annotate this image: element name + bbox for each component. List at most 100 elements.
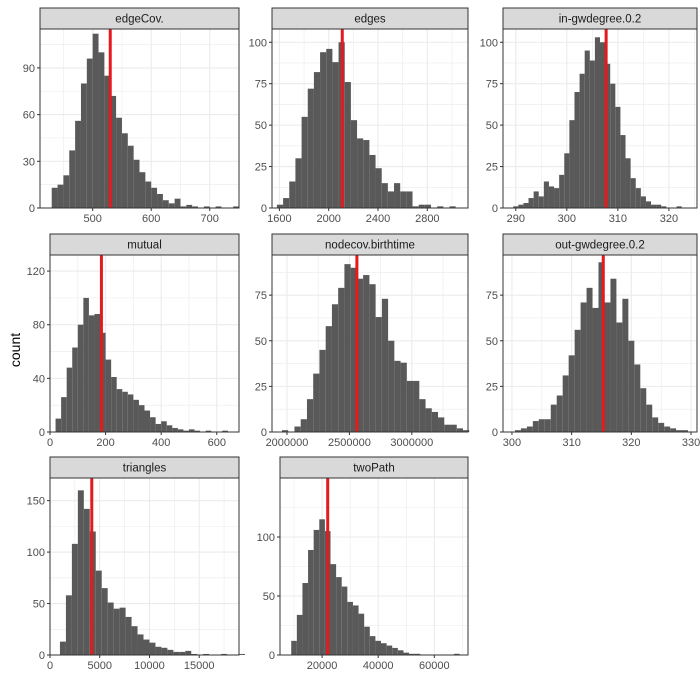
histogram-bar [69, 150, 76, 208]
histogram-bar [574, 329, 581, 432]
histogram-bar [350, 120, 358, 208]
x-tick-label: 310 [562, 437, 580, 449]
histogram-bar [313, 529, 320, 655]
histogram-bar [548, 186, 555, 208]
histogram-bar [520, 428, 527, 432]
panel-border [502, 28, 698, 209]
histogram-bar [651, 204, 657, 208]
histogram-bar [350, 267, 357, 432]
histogram-bar [584, 50, 590, 208]
y-tick-label: 100 [27, 547, 45, 559]
histogram-bar [77, 490, 84, 655]
histogram-bar [526, 426, 533, 432]
histogram-bar [155, 646, 162, 655]
histogram-bar [167, 649, 174, 655]
histogram-bar [215, 206, 222, 208]
histogram-bar [131, 626, 138, 655]
histogram-bar [634, 364, 641, 432]
histogram-bar [513, 206, 519, 208]
histogram-bar [301, 116, 308, 208]
histogram-bar [418, 204, 425, 208]
histogram-bar [157, 193, 163, 208]
x-tick-label: 600 [208, 437, 226, 449]
histogram-bar [620, 135, 626, 208]
panel-border [49, 254, 240, 433]
y-tick-label: 40 [33, 373, 45, 385]
y-tick-label: 0 [269, 650, 275, 662]
y-tick-label: 25 [255, 381, 267, 393]
histogram-bar [83, 297, 89, 432]
histogram-bar [105, 359, 112, 432]
x-tick-label: 500 [83, 213, 101, 225]
histogram-bar [127, 145, 134, 208]
histogram-bar [635, 188, 641, 208]
panel-border [49, 477, 240, 656]
histogram-bar [173, 651, 180, 655]
histogram-bar [406, 380, 414, 432]
histogram-bar [523, 203, 529, 208]
histogram-bar [116, 117, 122, 208]
histogram-bar [381, 643, 387, 655]
histogram-bar [113, 608, 120, 655]
histogram-bar [592, 307, 599, 432]
histogram-bar [356, 278, 364, 432]
histogram-bar [357, 138, 364, 208]
histogram-bar [155, 423, 162, 432]
histogram-bar [122, 391, 128, 432]
facet-title: edgeCov. [115, 14, 163, 26]
x-tick-label: 330 [682, 437, 700, 449]
histogram-bar [61, 397, 67, 432]
histogram-bar [139, 172, 146, 208]
histogram-bar [344, 264, 351, 432]
histogram-bar [300, 419, 307, 432]
y-tick-label: 75 [255, 79, 267, 91]
histogram-bar [628, 340, 635, 432]
histogram-bar [172, 427, 178, 432]
histogram-bar [622, 298, 629, 432]
histogram-bar [589, 60, 595, 209]
histogram-bar [645, 201, 652, 208]
histogram-bar [192, 206, 199, 208]
y-tick-label: 50 [263, 591, 275, 603]
histogram-bar [336, 577, 342, 655]
histogram-bar [319, 349, 326, 432]
x-tick-label: 300 [503, 437, 521, 449]
histogram-bar [119, 607, 126, 655]
histogram-bar [676, 206, 682, 208]
y-tick-label: 100 [480, 37, 498, 49]
histogram-bar [676, 430, 683, 432]
histogram-bar [616, 322, 623, 432]
histogram-bar [63, 175, 70, 208]
histogram-bar [92, 33, 99, 209]
histogram-bar [75, 120, 81, 208]
histogram-bar [369, 154, 376, 208]
histogram-bar [400, 191, 407, 208]
histogram-bar [363, 140, 370, 208]
histogram-bar [151, 187, 158, 208]
x-tick-label: 700 [201, 213, 219, 225]
histogram-bar [101, 588, 108, 655]
histogram-bar [394, 360, 401, 432]
histogram-bar [347, 601, 353, 655]
histogram-bar [604, 302, 611, 432]
histogram-bar [86, 58, 93, 208]
histogram-bar [564, 153, 570, 208]
histogram-bar [538, 196, 544, 208]
histogram-bar [83, 508, 90, 655]
x-tick-label: 320 [622, 437, 640, 449]
histogram-bar [283, 198, 290, 208]
histogram-bar [413, 380, 420, 432]
histogram-bar [375, 640, 382, 655]
histogram-bar [369, 636, 376, 655]
histogram-bar [550, 404, 557, 432]
histogram-bar [409, 653, 415, 655]
histogram-bar [326, 48, 333, 209]
y-tick-label: 50 [255, 120, 267, 132]
histogram-bar [580, 302, 587, 432]
histogram-bar [183, 430, 189, 432]
x-tick-label: 5000 [87, 660, 111, 672]
histogram-bar [341, 586, 348, 655]
y-tick-label: 80 [33, 320, 45, 332]
histogram-bar [386, 645, 393, 655]
